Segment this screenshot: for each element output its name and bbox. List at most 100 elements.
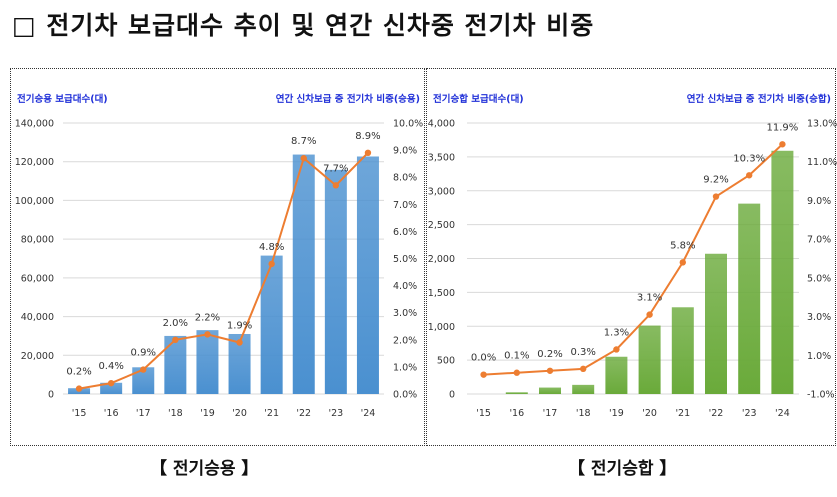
x-tick-label: '19 — [609, 408, 624, 419]
bar — [572, 384, 595, 394]
chart-panel-passenger: 전기승용 보급대수(대) 연간 신차보급 중 전기차 비중(승용) 0 20,000 4… — [10, 68, 425, 446]
bar — [705, 253, 727, 394]
data-label: 0.2% — [66, 367, 91, 378]
data-label: 0.3% — [570, 347, 595, 358]
x-tick-label: '19 — [200, 408, 215, 419]
data-label: 1.9% — [227, 321, 252, 332]
bar — [228, 333, 251, 394]
y2-tick-label: 4.0% — [393, 281, 417, 292]
x-tick-label: '18 — [168, 408, 183, 419]
y-tick-label: 1,000 — [428, 322, 455, 333]
caption-passenger: 【 전기승용 】 — [150, 459, 259, 479]
share-point — [513, 369, 520, 376]
right-axis-title: 연간 신차보급 중 전기차 비중(승용) — [276, 93, 420, 105]
share-point — [75, 385, 83, 392]
y2-tick-label: 11.0% — [807, 157, 837, 168]
y-tick-label: 1,500 — [428, 288, 455, 299]
bar — [260, 255, 283, 394]
chart-passenger: 전기승용 보급대수(대) 연간 신차보급 중 전기차 비중(승용) 0 20,000 4… — [15, 93, 423, 419]
y2-tick-label: 7.0% — [807, 235, 831, 246]
bar — [671, 307, 694, 394]
data-label: 8.9% — [355, 131, 380, 142]
y2-tick-label: 1.0% — [807, 351, 831, 362]
y-tick-label: 4,000 — [428, 119, 455, 130]
y-tick-label: 2,500 — [428, 220, 455, 231]
y2-tick-label: 3.0% — [393, 308, 417, 319]
bar — [324, 169, 347, 394]
data-label: 9.2% — [703, 175, 728, 186]
share-point — [746, 172, 753, 179]
x-tick-label: '16 — [509, 408, 524, 419]
data-label: 11.9% — [767, 122, 799, 133]
y2-tick-label: 7.0% — [393, 200, 417, 211]
share-point — [613, 346, 620, 353]
chart-panel-bus: 전기승합 보급대수(대) 연간 신차보급 중 전기차 비중(승합) 0 500 1,00… — [426, 68, 837, 446]
data-label: 4.8% — [259, 242, 284, 253]
y-tick-label: 3,000 — [428, 186, 455, 197]
bar — [100, 382, 123, 394]
y-tick-label: 20,000 — [21, 351, 54, 362]
data-label: 2.2% — [195, 312, 220, 323]
data-label: 0.2% — [537, 349, 562, 360]
y-tick-label: 500 — [437, 356, 455, 367]
share-point — [236, 339, 243, 346]
share-point — [332, 182, 340, 189]
bar — [539, 387, 561, 394]
y-tick-label: 40,000 — [21, 312, 54, 323]
data-label: 7.7% — [323, 163, 348, 174]
x-tick-label: '22 — [709, 408, 724, 419]
right-axis-title: 연간 신차보급 중 전기차 비중(승합) — [687, 93, 831, 105]
share-point — [172, 336, 179, 343]
y-tick-label: 3,500 — [428, 152, 455, 163]
data-label: 2.0% — [163, 318, 188, 329]
bar — [605, 356, 628, 394]
bar — [164, 335, 187, 394]
y-tick-label: 2,000 — [428, 254, 455, 265]
y-tick-label: 100,000 — [15, 196, 54, 207]
x-tick-label: '21 — [675, 408, 690, 419]
data-label: 3.1% — [637, 293, 662, 304]
share-point — [204, 331, 211, 338]
share-point — [107, 379, 115, 387]
chart-bus: 전기승합 보급대수(대) 연간 신차보급 중 전기차 비중(승합) 0 500 1,00… — [428, 93, 837, 419]
share-point — [779, 141, 786, 148]
y2-tick-label: 13.0% — [807, 119, 837, 130]
share-point — [546, 367, 554, 374]
bar — [196, 330, 219, 394]
x-tick-label: '20 — [232, 408, 247, 419]
share-point — [480, 371, 487, 378]
y2-tick-label: 9.0% — [807, 196, 831, 207]
x-tick-label: '23 — [328, 408, 343, 419]
bar — [132, 367, 155, 394]
y2-tick-label: 6.0% — [393, 227, 417, 238]
left-axis-title: 전기승용 보급대수(대) — [17, 93, 108, 105]
bar — [638, 325, 661, 394]
bar — [292, 154, 315, 394]
data-label: 10.3% — [733, 153, 765, 164]
share-point — [300, 155, 307, 162]
y2-tick-label: 10.0% — [393, 119, 423, 130]
x-tick-label: '15 — [72, 408, 87, 419]
y-tick-label: 60,000 — [21, 273, 54, 284]
x-tick-label: '23 — [742, 408, 757, 419]
y-tick-label: 0 — [48, 390, 54, 401]
x-tick-label: '20 — [642, 408, 657, 419]
share-point — [580, 365, 587, 373]
data-label: 1.3% — [604, 327, 629, 338]
x-tick-label: '18 — [576, 408, 591, 419]
y2-tick-label: 5.0% — [807, 273, 831, 284]
y-tick-label: 140,000 — [15, 119, 54, 130]
left-axis-title: 전기승합 보급대수(대) — [433, 93, 524, 105]
bar — [738, 203, 761, 394]
y2-tick-label: 1.0% — [393, 362, 417, 373]
x-tick-label: '24 — [775, 408, 790, 419]
y2-tick-label: 5.0% — [393, 254, 417, 265]
y-tick-label: 0 — [449, 390, 455, 401]
x-tick-label: '21 — [264, 408, 279, 419]
data-label: 0.0% — [471, 353, 496, 364]
page-title: □ 전기차 보급대수 추이 및 연간 신차중 전기차 비중 — [12, 11, 595, 40]
y-tick-label: 120,000 — [15, 157, 54, 168]
share-point — [140, 366, 147, 373]
y2-tick-label: 0.0% — [393, 390, 417, 401]
share-point — [268, 260, 275, 268]
